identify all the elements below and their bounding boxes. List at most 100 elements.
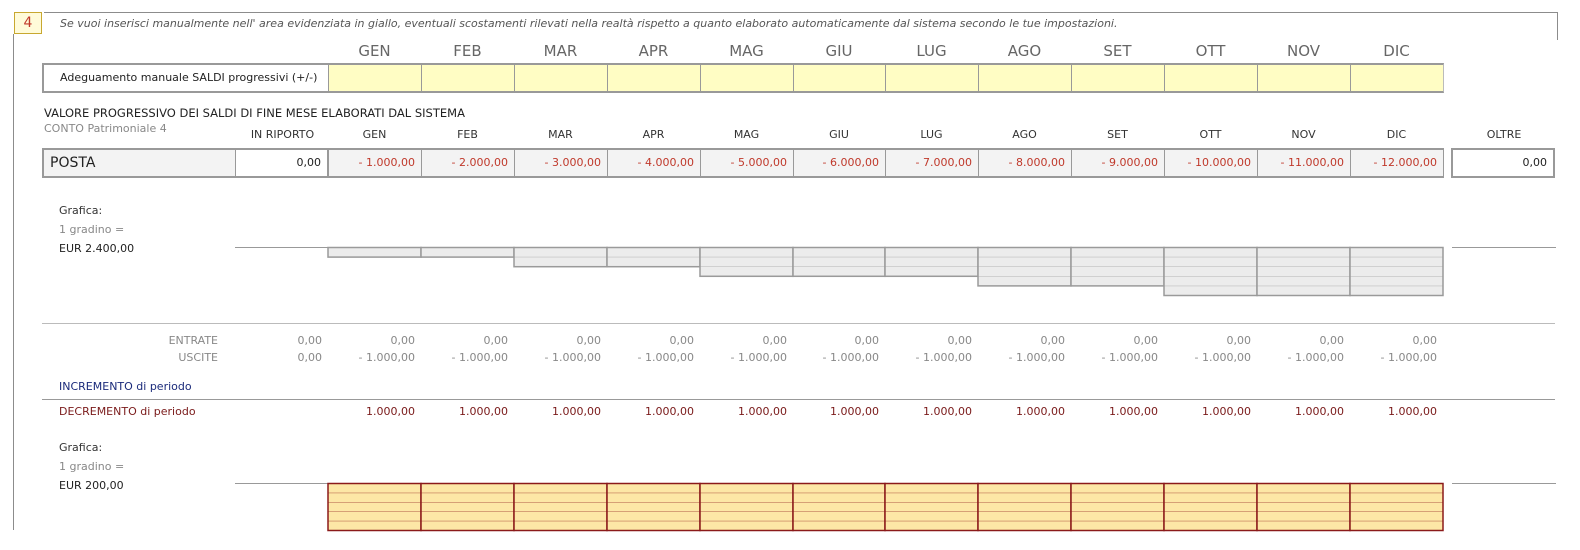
separator-line — [42, 323, 1555, 324]
instructions-text: Se vuoi inserisci manualmente nell' area… — [60, 17, 1118, 30]
uscite-in-riporto: 0,00 — [297, 351, 323, 364]
adjustment-input-gen[interactable] — [328, 63, 422, 93]
increment-label: INCREMENTO di periodo — [59, 380, 192, 393]
chart2-bar-ott — [1163, 482, 1258, 532]
balance-cell-gen: - 1.000,00 — [328, 148, 422, 178]
balance-cell-apr: - 4.000,00 — [607, 148, 701, 178]
adjustment-row-label: Adeguamento manuale SALDI progressivi (+… — [42, 63, 329, 93]
balance-cell-ago: - 8.000,00 — [978, 148, 1072, 178]
adjustment-input-lug[interactable] — [885, 63, 979, 93]
col-header-ott: OTT — [1199, 128, 1222, 141]
entrate-value-dic: 0,00 — [1412, 334, 1438, 347]
decrement-value-mar: 1.000,00 — [552, 405, 601, 418]
adjustment-input-ago[interactable] — [978, 63, 1072, 93]
increment-separator — [42, 399, 1555, 400]
chart2-bar-gen — [327, 482, 422, 532]
balance-cell-giu: - 6.000,00 — [793, 148, 886, 178]
chart1-bar-giu — [792, 246, 886, 278]
chart1-bar-lug — [884, 246, 979, 278]
chart2-bar-apr — [606, 482, 701, 532]
month-header-ago: AGO — [1007, 42, 1042, 60]
chart2-bar-nov — [1256, 482, 1351, 532]
uscite-value-feb: - 1.000,00 — [451, 351, 508, 364]
chart2-bar-lug — [884, 482, 979, 532]
entrate-value-ago: 0,00 — [1040, 334, 1066, 347]
balance-cell-set: - 9.000,00 — [1071, 148, 1165, 178]
col-header-gen: GEN — [362, 128, 387, 141]
adjustment-input-dic[interactable] — [1350, 63, 1444, 93]
decrement-value-set: 1.000,00 — [1109, 405, 1158, 418]
month-header-dic: DIC — [1383, 42, 1410, 60]
uscite-value-nov: - 1.000,00 — [1287, 351, 1344, 364]
balance-cell-ott: - 10.000,00 — [1164, 148, 1258, 178]
oltre-cell: 0,00 — [1451, 148, 1555, 178]
entrate-value-ott: 0,00 — [1226, 334, 1252, 347]
col-header-in-riporto: IN RIPORTO — [250, 128, 315, 141]
decrement-value-apr: 1.000,00 — [645, 405, 694, 418]
entrate-value-nov: 0,00 — [1319, 334, 1345, 347]
col-header-mag: MAG — [733, 128, 760, 141]
entrate-value-gen: 0,00 — [390, 334, 416, 347]
balances-section-subtitle: CONTO Patrimoniale 4 — [44, 122, 167, 135]
balance-cell-nov: - 11.000,00 — [1257, 148, 1351, 178]
adjustment-input-mar[interactable] — [514, 63, 608, 93]
col-header-feb: FEB — [457, 128, 478, 141]
col-header-ago: AGO — [1012, 128, 1037, 141]
adjustment-input-giu[interactable] — [793, 63, 886, 93]
entrate-value-mag: 0,00 — [762, 334, 788, 347]
balance-cell-dic: - 12.000,00 — [1350, 148, 1444, 178]
uscite-value-ott: - 1.000,00 — [1194, 351, 1251, 364]
in-riporto-cell: 0,00 — [235, 148, 328, 178]
uscite-value-giu: - 1.000,00 — [822, 351, 879, 364]
decrement-value-gen: 1.000,00 — [366, 405, 415, 418]
chart1-bar-mag — [699, 246, 794, 278]
month-header-gen: GEN — [358, 42, 391, 60]
chart1-step-value: EUR 2.400,00 — [59, 242, 135, 255]
chart2-step-label: 1 gradino = — [59, 460, 125, 473]
frame-right-border — [1557, 12, 1558, 40]
entrate-label: ENTRATE — [168, 334, 218, 347]
month-header-feb: FEB — [453, 42, 482, 60]
chart2-bar-dic — [1349, 482, 1444, 532]
uscite-value-set: - 1.000,00 — [1101, 351, 1158, 364]
month-header-mar: MAR — [543, 42, 578, 60]
adjustment-input-nov[interactable] — [1257, 63, 1351, 93]
decrement-value-lug: 1.000,00 — [923, 405, 972, 418]
account-name-cell: POSTA — [42, 148, 236, 178]
entrate-value-giu: 0,00 — [854, 334, 880, 347]
month-header-set: SET — [1103, 42, 1132, 60]
adjustment-input-feb[interactable] — [421, 63, 515, 93]
chart1-bar-gen — [327, 246, 422, 258]
chart1-bar-ott — [1163, 246, 1258, 297]
balance-cell-mar: - 3.000,00 — [514, 148, 608, 178]
chart1-bar-nov — [1256, 246, 1351, 297]
adjustment-input-mag[interactable] — [700, 63, 794, 93]
month-header-lug: LUG — [916, 42, 947, 60]
entrate-value-lug: 0,00 — [947, 334, 973, 347]
entrate-value-apr: 0,00 — [669, 334, 695, 347]
frame-top-border — [44, 12, 1558, 13]
chart2-bar-mag — [699, 482, 794, 532]
chart2-bar-set — [1070, 482, 1165, 532]
decrement-label: DECREMENTO di periodo — [59, 405, 196, 418]
col-header-set: SET — [1107, 128, 1128, 141]
adjustment-input-apr[interactable] — [607, 63, 701, 93]
decrement-value-giu: 1.000,00 — [830, 405, 879, 418]
month-header-apr: APR — [638, 42, 669, 60]
month-header-ott: OTT — [1195, 42, 1226, 60]
uscite-value-gen: - 1.000,00 — [358, 351, 415, 364]
uscite-value-dic: - 1.000,00 — [1380, 351, 1437, 364]
uscite-value-mag: - 1.000,00 — [730, 351, 787, 364]
chart2-bar-giu — [792, 482, 886, 532]
chart1-bar-dic — [1349, 246, 1444, 297]
step-number-badge: 4 — [14, 12, 42, 34]
col-header-oltre: OLTRE — [1486, 128, 1522, 141]
col-header-mar: MAR — [548, 128, 573, 141]
month-header-nov: NOV — [1286, 42, 1321, 60]
balance-cell-lug: - 7.000,00 — [885, 148, 979, 178]
decrement-value-mag: 1.000,00 — [738, 405, 787, 418]
chart2-bar-ago — [977, 482, 1072, 532]
balances-section-title: VALORE PROGRESSIVO DEI SALDI DI FINE MES… — [44, 106, 465, 120]
chart1-step-label: 1 gradino = — [59, 223, 125, 236]
